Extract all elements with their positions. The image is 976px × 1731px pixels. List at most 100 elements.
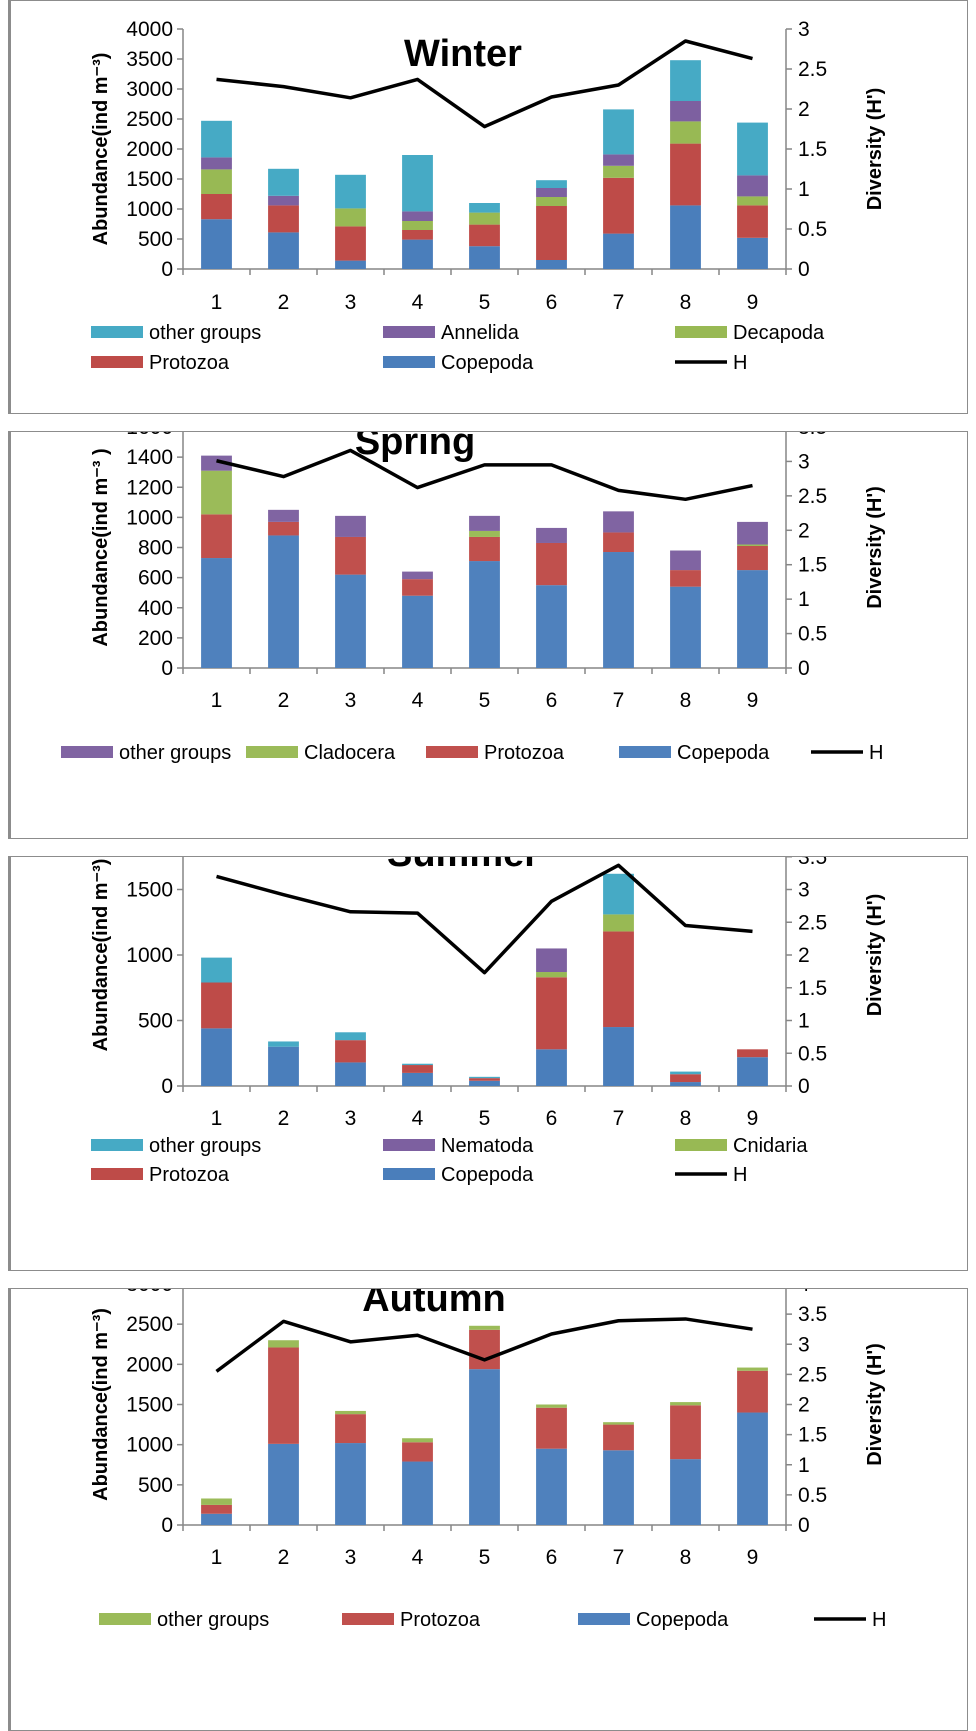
- bar-segment-copepoda: [402, 595, 433, 668]
- x-tick-label: 2: [278, 1546, 290, 1569]
- y-tick-label: 500: [138, 228, 173, 251]
- x-tick-label: 1: [211, 689, 223, 712]
- x-tick-label: 4: [412, 1546, 424, 1569]
- legend-label: Copepoda: [636, 1609, 729, 1631]
- x-tick-label: 2: [278, 1107, 290, 1130]
- y2-tick-label: 3: [798, 879, 810, 902]
- legend-swatch-nematoda: [383, 1139, 435, 1151]
- chart-svg: 0 200 400 600 800 1000 1200 1400 1600 0 0.5 1 1.5 2 2.…: [61, 432, 886, 764]
- legend-label: Cnidaria: [733, 1135, 808, 1157]
- y-tick-label: 3000: [126, 1289, 173, 1296]
- legend-swatch-cladocera: [246, 746, 298, 758]
- y2-tick-label: 1.5: [798, 977, 827, 1000]
- bar-segment-other-groups: [268, 1340, 299, 1348]
- y-tick-label: 500: [138, 1010, 173, 1033]
- bar-segment-copepoda: [335, 1443, 366, 1525]
- bar-segment-copepoda: [201, 1028, 232, 1086]
- diversity-line-h: [216, 863, 753, 975]
- bar-segment-other-groups: [603, 109, 634, 155]
- chart-title: Spring: [355, 432, 475, 463]
- bar-segment-protozoa: [603, 532, 634, 553]
- x-tick-label: 9: [747, 1546, 759, 1569]
- bar-segment-other-groups: [201, 455, 232, 471]
- chart-svg: 050010001500200000.511.522.533.541234567…: [90, 857, 886, 1186]
- bar-segment-other-groups: [402, 571, 433, 580]
- bar-segment-other-groups: [536, 1404, 567, 1408]
- y2-axis-label: Diversity (H'): [864, 894, 886, 1017]
- y-tick-label: 1500: [126, 168, 173, 191]
- y-tick-label: 0: [161, 1514, 173, 1537]
- legend-label: H: [733, 1164, 747, 1186]
- bar-segment-decapoda: [335, 208, 366, 227]
- bar-segment-other-groups: [737, 122, 768, 176]
- legend-label: Copepoda: [441, 1164, 534, 1186]
- x-tick-label: 5: [479, 1107, 491, 1130]
- y-tick-label: 800: [138, 537, 173, 560]
- bar-segment-protozoa: [737, 1370, 768, 1413]
- y2-tick-label: 3.5: [798, 432, 827, 439]
- bar-segment-protozoa: [737, 1049, 768, 1058]
- x-tick-label: 8: [680, 1107, 692, 1130]
- bars: [201, 455, 768, 668]
- bar-segment-other-groups: [201, 957, 232, 983]
- bar-segment-copepoda: [670, 205, 701, 269]
- legend-label: other groups: [119, 742, 231, 764]
- y-tick-label: 1500: [126, 879, 173, 902]
- bar-segment-decapoda: [670, 121, 701, 144]
- x-tick-label: 3: [345, 1107, 357, 1130]
- bar-segment-copepoda: [268, 232, 299, 269]
- y-tick-label: 500: [138, 1474, 173, 1497]
- legend-label: H: [872, 1609, 886, 1631]
- bar-segment-copepoda: [469, 1080, 500, 1086]
- bar-segment-protozoa: [603, 931, 634, 1028]
- bar-segment-other-groups: [335, 174, 366, 209]
- bar-segment-cladocera: [737, 544, 768, 546]
- bar-segment-annelida: [402, 211, 433, 221]
- bar-segment-protozoa: [737, 545, 768, 571]
- x-tick-label: 5: [479, 291, 491, 314]
- x-tick-label: 6: [546, 1107, 558, 1130]
- y2-tick-label: 4: [798, 1289, 810, 1296]
- y2-tick-label: 0: [798, 258, 810, 281]
- y2-tick-label: 0.5: [798, 218, 827, 241]
- y-tick-label: 1000: [126, 198, 173, 221]
- bar-segment-protozoa: [201, 194, 232, 220]
- bar-segment-cnidaria: [603, 914, 634, 932]
- y-tick-label: 1000: [126, 1434, 173, 1457]
- diversity-line-h: [216, 448, 753, 502]
- legend-swatch-protozoa: [426, 746, 478, 758]
- bar-segment-protozoa: [536, 542, 567, 586]
- bar-segment-decapoda: [737, 196, 768, 206]
- y2-axis-label: Diversity (H'): [864, 486, 886, 609]
- bar-segment-copepoda: [603, 1027, 634, 1086]
- chart-panel-spring: 0 200 400 600 800 1000 1200 1400 1600 0 0.5 1 1.5 2 2.…: [8, 431, 968, 839]
- y-tick-label: 3500: [126, 48, 173, 71]
- bar-segment-protozoa: [268, 521, 299, 536]
- bar-segment-copepoda: [268, 535, 299, 668]
- bar-segment-protozoa: [536, 977, 567, 1050]
- bar-segment-copepoda: [469, 561, 500, 668]
- bar-segment-cladocera: [201, 470, 232, 515]
- x-tick-label: 2: [278, 689, 290, 712]
- x-tick-label: 8: [680, 291, 692, 314]
- bar-segment-protozoa: [402, 1442, 433, 1462]
- y-tick-label: 0: [161, 258, 173, 281]
- bar-segment-other-groups: [335, 515, 366, 537]
- legend-swatch-copepoda: [383, 356, 435, 368]
- bar-segment-copepoda: [603, 552, 634, 668]
- x-tick-label: 5: [479, 1546, 491, 1569]
- axes: 0 200 400 600 800 1000 1200 1400 1600 0 0.5 1 1.5 2 2.…: [126, 432, 827, 712]
- bar-segment-nematoda: [536, 948, 567, 973]
- bar-segment-copepoda: [603, 1450, 634, 1525]
- bar-segment-decapoda: [402, 221, 433, 230]
- bar-segment-other-groups: [469, 1076, 500, 1079]
- bar-segment-copepoda: [670, 1459, 701, 1525]
- bar-segment-protozoa: [670, 570, 701, 587]
- bar-segment-other-groups: [402, 1438, 433, 1443]
- x-tick-label: 7: [613, 689, 625, 712]
- x-tick-label: 7: [613, 1546, 625, 1569]
- legend-label: Copepoda: [441, 352, 534, 374]
- y2-tick-label: 0.5: [798, 623, 827, 646]
- x-tick-label: 3: [345, 1546, 357, 1569]
- bar-segment-copepoda: [469, 246, 500, 269]
